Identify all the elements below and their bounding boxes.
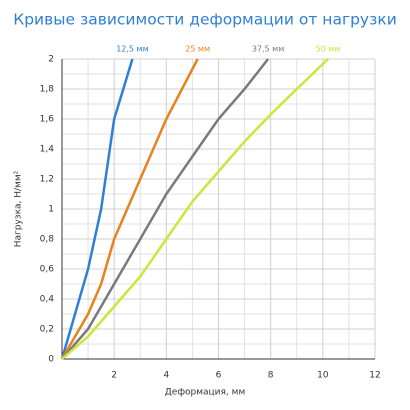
x-tick-label: 8 xyxy=(268,371,274,381)
legend-label: 25 мм xyxy=(185,45,210,54)
y-tick-label: 1,4 xyxy=(40,145,55,155)
x-tick-label: 4 xyxy=(163,371,169,381)
y-tick-label: 0,8 xyxy=(40,235,55,245)
y-tick-label: 1,8 xyxy=(40,85,55,95)
series-line xyxy=(61,58,329,360)
y-tick-label: 0,2 xyxy=(40,325,54,335)
y-axis-label: Нагрузка, Н/мм² xyxy=(14,170,24,247)
y-tick-label: 0 xyxy=(48,355,54,365)
y-tick-label: 2 xyxy=(48,55,54,65)
x-axis-label: Деформация, мм xyxy=(165,388,245,398)
x-tick-label: 2 xyxy=(111,371,117,381)
legend-label: 12,5 мм xyxy=(116,45,148,54)
y-tick-label: 1,2 xyxy=(40,175,54,185)
y-tick-label: 1 xyxy=(48,205,54,215)
x-tick-label: 6 xyxy=(216,371,222,381)
chart-title: Кривые зависимости деформации от нагрузк… xyxy=(13,11,397,29)
legend-label: 50 мм xyxy=(316,45,341,54)
series-line xyxy=(61,58,270,360)
series-line xyxy=(60,58,134,360)
series-line xyxy=(60,58,199,360)
x-tick-label: 10 xyxy=(317,371,329,381)
x-tick-label: 12 xyxy=(369,371,380,381)
legend-label: 37,5 мм xyxy=(252,45,284,54)
y-tick-label: 1,6 xyxy=(40,115,55,125)
y-tick-label: 0,6 xyxy=(40,265,55,275)
y-tick-label: 0,4 xyxy=(40,295,55,305)
